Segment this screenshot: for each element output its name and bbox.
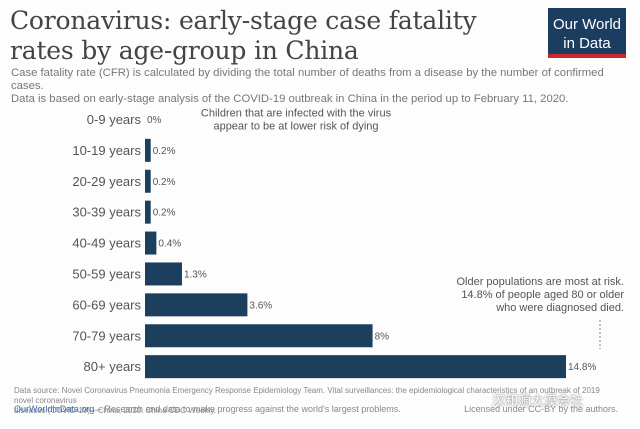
subtitle-line-1: Case fatality rate (CFR) is calculated b… xyxy=(11,67,604,92)
bar xyxy=(145,200,151,224)
value-label: 0.2% xyxy=(153,146,176,157)
subtitle-line-2: Data is based on early-stage analysis of… xyxy=(11,93,569,105)
footer-bar: OurWorldInData.org – Research and data t… xyxy=(14,404,614,414)
value-label: 14.8% xyxy=(568,362,596,373)
annotation-text: Older populations are most at risk. xyxy=(456,276,624,288)
chart-subtitle: Case fatality rate (CFR) is calculated b… xyxy=(11,67,611,106)
bar xyxy=(145,231,157,255)
bar xyxy=(145,169,151,193)
annotation-text: appear to be at lower risk of dying xyxy=(213,120,378,132)
owid-logo[interactable]: Our World in Data xyxy=(548,8,626,58)
category-label: 20-29 years xyxy=(72,174,141,189)
value-label: 1.3% xyxy=(184,269,207,280)
source-note: Data source: Novel Coronavirus Pneumonia… xyxy=(14,386,614,416)
annotation-text: 14.8% of people aged 80 or older xyxy=(461,289,624,301)
annotation-text: who were diagnosed died. xyxy=(495,302,624,314)
value-label: 0.2% xyxy=(153,177,176,188)
category-label: 30-39 years xyxy=(72,205,141,220)
owid-site-link[interactable]: OurWorldInData.org xyxy=(14,404,95,414)
bar xyxy=(145,262,182,286)
logo-line-2: in Data xyxy=(563,35,611,52)
license-text: Licensed under CC-BY by the authors. xyxy=(464,404,618,414)
category-label: 60-69 years xyxy=(72,297,141,312)
watermark-text: 汉和源大漠会社 xyxy=(492,394,584,409)
bar xyxy=(145,138,151,162)
category-label: 50-59 years xyxy=(72,266,141,281)
value-label: 0.4% xyxy=(158,239,181,250)
chart-title: Coronavirus: early-stage case fatality r… xyxy=(10,6,477,65)
category-label: 80+ years xyxy=(84,359,142,374)
annotation-text: Children that are infected with the viru… xyxy=(201,107,392,119)
value-label: 0.2% xyxy=(153,208,176,219)
footer-tagline: – Research and data to make progress aga… xyxy=(94,404,401,414)
bar xyxy=(145,355,566,379)
bar xyxy=(145,324,373,348)
value-label: 3.6% xyxy=(249,300,272,311)
value-label: 8% xyxy=(375,331,390,342)
category-label: 10-19 years xyxy=(72,143,141,158)
source-line-1: Data source: Novel Coronavirus Pneumonia… xyxy=(14,386,600,405)
bar xyxy=(145,293,248,317)
source-line-2: diseases (COVID-19)—China, 2020. China C… xyxy=(14,406,217,415)
category-label: 0-9 years xyxy=(87,112,142,127)
category-label: 70-79 years xyxy=(72,328,141,343)
category-label: 40-49 years xyxy=(72,236,141,251)
logo-line-1: Our World xyxy=(552,16,622,33)
value-label: 0% xyxy=(147,115,162,126)
